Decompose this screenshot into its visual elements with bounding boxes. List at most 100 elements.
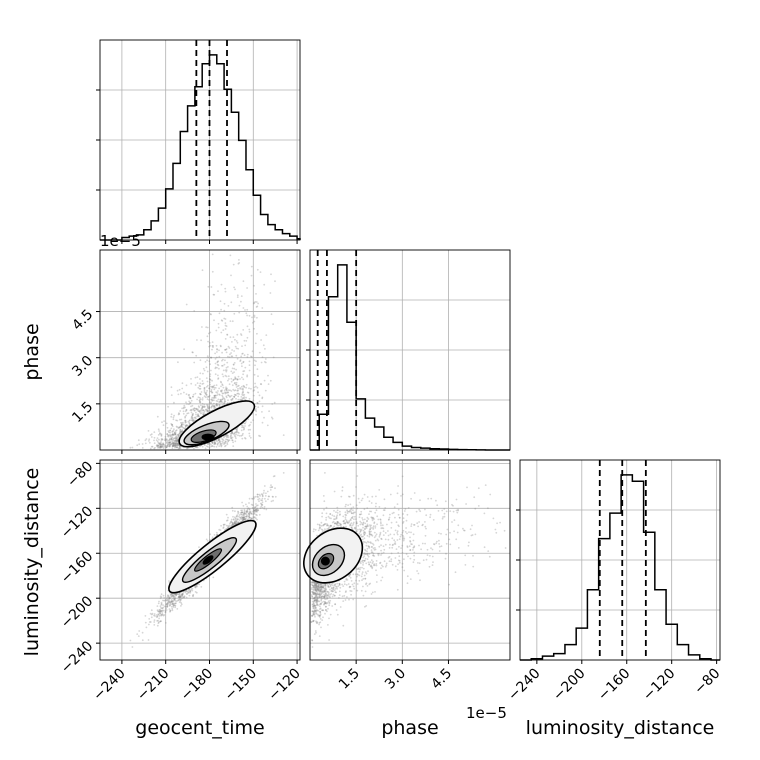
sample-point (172, 430, 175, 432)
sample-point (165, 442, 168, 444)
sample-point (160, 444, 163, 446)
sample-point (177, 444, 180, 446)
sample-point (171, 433, 174, 435)
sample-point (181, 594, 184, 596)
sample-point (170, 601, 173, 604)
sample-point (231, 521, 234, 524)
sample-point (174, 600, 177, 602)
sample-point (243, 428, 246, 430)
sample-point (195, 413, 197, 416)
sample-point (160, 437, 163, 440)
sample-point (170, 593, 173, 595)
sample-point (236, 428, 239, 430)
sample-point (205, 445, 208, 447)
sample-point (225, 325, 228, 327)
sample-point (172, 444, 175, 447)
sample-point (236, 392, 239, 395)
sample-point (168, 439, 171, 441)
sample-point (215, 531, 218, 534)
sample-point (210, 388, 213, 391)
sample-point (225, 395, 228, 398)
sample-point (227, 375, 230, 378)
sample-point (174, 606, 177, 609)
sample-point (229, 389, 231, 392)
sample-point (241, 397, 244, 400)
sample-point (163, 439, 166, 441)
sample-point (243, 396, 246, 398)
sample-point (210, 286, 213, 288)
sample-point (172, 433, 175, 436)
sample-point (214, 394, 217, 397)
sample-point (199, 401, 202, 404)
sample-point (226, 519, 229, 522)
sample-point (169, 429, 172, 432)
sample-point (213, 397, 215, 399)
sample-point (264, 497, 266, 500)
sample-point (194, 392, 197, 395)
sample-point (153, 619, 156, 621)
sample-point (248, 497, 251, 500)
sample-point (161, 610, 164, 612)
sample-point (198, 546, 200, 548)
sample-point (192, 393, 195, 396)
sample-point (184, 424, 187, 427)
sample-point (229, 254, 232, 257)
sample-point (222, 386, 225, 389)
sample-point (179, 594, 181, 596)
sample-point (171, 445, 174, 447)
sample-point (210, 398, 213, 401)
sample-point (220, 398, 222, 401)
sample-point (184, 406, 186, 409)
sample-point (224, 391, 227, 394)
sample-point (174, 437, 177, 440)
sample-point (211, 441, 214, 443)
sample-point (261, 503, 264, 506)
sample-point (253, 284, 255, 287)
sample-point (217, 438, 220, 441)
sample-point (175, 439, 178, 441)
sample-point (239, 360, 242, 362)
sample-point (272, 323, 274, 325)
sample-point (210, 369, 212, 372)
sample-point (216, 363, 219, 366)
sample-point (165, 446, 168, 448)
sample-point (197, 386, 200, 389)
sample-point (174, 602, 177, 605)
sample-point (167, 435, 169, 437)
sample-point (219, 400, 221, 403)
sample-point (232, 363, 235, 366)
sample-point (228, 439, 231, 442)
sample-point (227, 391, 229, 394)
sample-point (157, 445, 160, 448)
sample-point (169, 594, 172, 596)
sample-point (220, 385, 222, 388)
sample-point (246, 505, 249, 508)
sample-point (187, 420, 190, 423)
sample-point (144, 439, 147, 442)
sample-point (170, 423, 173, 425)
sample-point (201, 402, 204, 405)
sample-point (159, 608, 162, 611)
sample-point (188, 393, 191, 396)
sample-point (196, 339, 198, 341)
sample-point (258, 500, 260, 503)
sample-point (156, 445, 159, 447)
sample-point (169, 429, 171, 432)
sample-point (229, 435, 232, 438)
sample-point (204, 447, 207, 450)
sample-point (200, 586, 203, 588)
sample-point (264, 358, 267, 360)
sample-point (226, 434, 228, 436)
sample-point (160, 603, 163, 606)
sample-point (230, 274, 232, 277)
sample-point (167, 603, 169, 605)
sample-point (171, 445, 174, 448)
sample-point (264, 389, 267, 392)
sample-point (183, 595, 186, 598)
sample-point (210, 402, 213, 405)
sample-point (176, 426, 179, 428)
sample-point (212, 385, 214, 388)
sample-point (224, 369, 227, 371)
sample-point (177, 436, 180, 439)
sample-point (201, 412, 203, 414)
